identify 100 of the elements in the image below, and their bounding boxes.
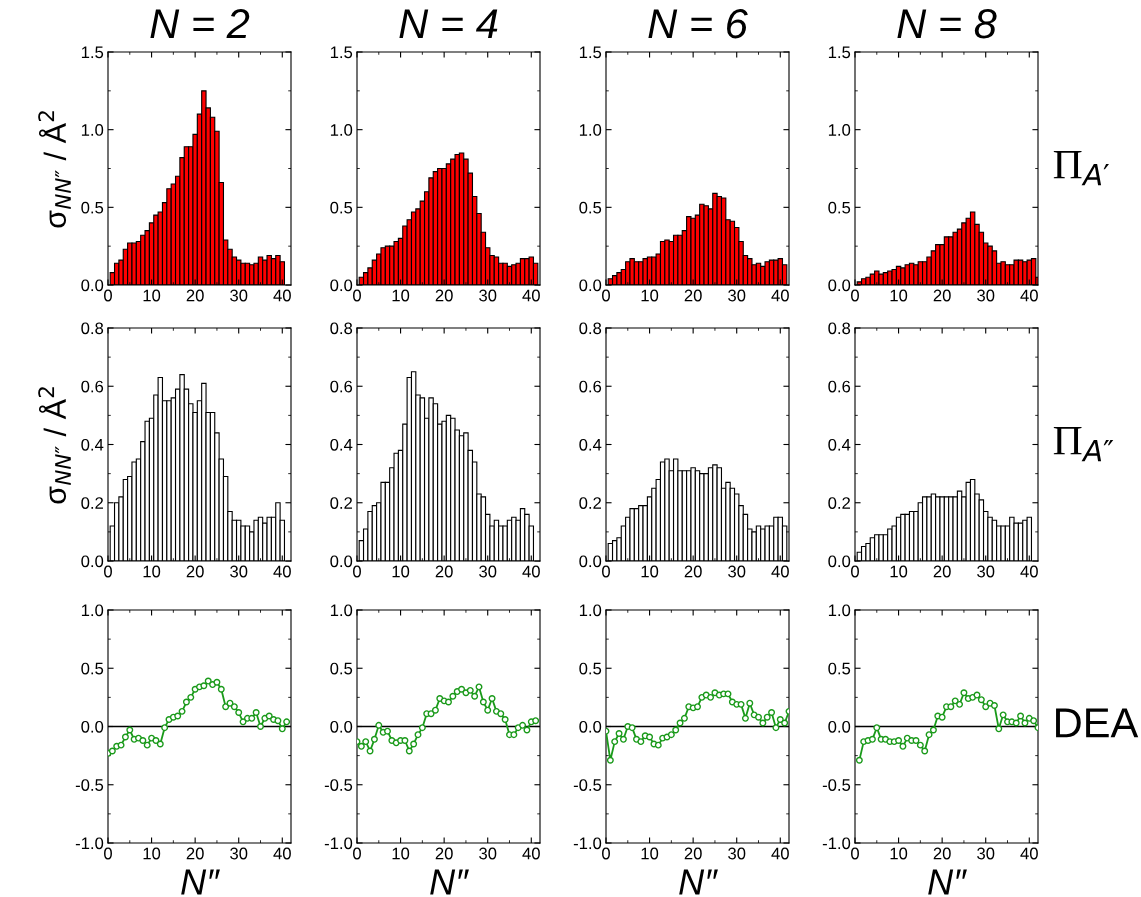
point: [357, 742, 365, 750]
y-tick-label: 0.4: [81, 438, 104, 451]
x-tick-label: 20: [186, 565, 204, 578]
point: [370, 735, 378, 743]
point: [707, 693, 715, 701]
x-tick-label: 30: [728, 565, 746, 578]
y-tick-label: 1.0: [330, 604, 353, 617]
y-tick-label: -1.0: [324, 837, 353, 850]
x-tick-label: 30: [977, 565, 995, 578]
point: [654, 741, 662, 749]
y-tick-label: 0.0: [330, 720, 353, 733]
point: [916, 741, 924, 749]
x-tick-label: 30: [728, 847, 746, 860]
point: [995, 725, 1003, 733]
point: [375, 721, 383, 729]
y-tick-label: 0.0: [828, 720, 851, 733]
point: [248, 714, 256, 722]
point: [217, 685, 225, 693]
y-tick-label: 1.5: [579, 46, 602, 59]
y-tick-label: 0.0: [579, 720, 602, 733]
point: [274, 717, 282, 725]
y-tick-label: -1.0: [573, 837, 602, 850]
point: [628, 724, 636, 732]
x-tick-label: 0: [602, 289, 610, 302]
x-tick-label: 30: [977, 847, 995, 860]
y-tick-label: 0.6: [579, 380, 602, 393]
point: [187, 693, 195, 701]
x-tick-label: 20: [684, 565, 702, 578]
y-tick-label: 0.5: [579, 662, 602, 675]
point: [226, 699, 234, 707]
y-tick-label: 0.8: [81, 322, 104, 335]
point: [362, 738, 370, 746]
point: [768, 709, 776, 716]
x-tick-label: 0: [353, 847, 361, 860]
point: [401, 737, 409, 744]
chart-title: N = 6: [648, 9, 748, 39]
point: [724, 690, 732, 698]
point: [445, 698, 452, 706]
y-tick-label: 0.4: [828, 438, 851, 451]
x-tick-label: 40: [771, 847, 789, 860]
y-tick-label: -0.5: [75, 779, 104, 791]
x-axis-title: N″: [181, 869, 220, 895]
y-tick-label: -0.5: [822, 779, 851, 791]
point: [182, 698, 190, 706]
x-tick-label: 10: [890, 289, 908, 302]
y-tick-label: 1.0: [828, 124, 851, 136]
y-tick-label: 0.5: [81, 201, 104, 214]
point: [929, 726, 937, 734]
point: [759, 719, 767, 727]
point: [366, 747, 374, 755]
x-tick-label: 0: [104, 847, 112, 860]
x-tick-label: 40: [273, 289, 291, 302]
x-tick-label: 20: [186, 289, 204, 302]
x-tick-label: 0: [851, 565, 859, 578]
text: Π$_{A″}$: [1053, 427, 1114, 462]
point: [694, 703, 701, 711]
point: [680, 714, 688, 722]
x-tick-label: 10: [641, 289, 659, 302]
x-tick-label: 20: [435, 565, 453, 578]
x-tick-label: 0: [851, 847, 859, 860]
point: [471, 692, 479, 700]
y-tick-label: -1.0: [822, 837, 851, 850]
y-axis-title: σ$_{NN″}$ / Å$^{2}$: [38, 387, 71, 504]
point: [611, 738, 619, 746]
point: [414, 731, 422, 739]
x-tick-label: 0: [353, 565, 361, 578]
point: [497, 710, 505, 718]
y-tick-label: 0.5: [330, 201, 353, 214]
point: [873, 724, 881, 732]
y-tick-label: 0.0: [81, 720, 104, 733]
point: [619, 735, 627, 743]
chart-title: N = 8: [897, 9, 997, 39]
point: [1017, 712, 1025, 720]
x-axis-title: N″: [430, 869, 469, 895]
x-tick-label: 30: [230, 289, 248, 302]
point: [479, 698, 487, 706]
x-tick-label: 20: [933, 565, 951, 578]
point: [510, 731, 518, 739]
point: [418, 724, 426, 732]
point: [637, 738, 645, 746]
point: [925, 731, 933, 739]
y-tick-label: 1.5: [81, 46, 104, 59]
point: [977, 696, 985, 704]
point: [222, 703, 230, 711]
point: [405, 747, 413, 755]
x-axis-title: N″: [679, 869, 718, 895]
point: [121, 733, 129, 741]
y-tick-label: 0.2: [828, 497, 850, 509]
x-tick-label: 30: [977, 289, 995, 302]
y-tick-label: 0.4: [579, 438, 602, 451]
x-tick-label: 40: [273, 847, 291, 860]
x-tick-label: 0: [353, 289, 361, 302]
x-tick-label: 0: [602, 847, 610, 860]
point: [213, 678, 221, 686]
point: [143, 741, 151, 749]
y-tick-label: 0.0: [828, 555, 851, 568]
y-tick-label: 0.0: [330, 279, 353, 292]
point: [776, 716, 784, 723]
x-tick-label: 20: [684, 289, 702, 302]
y-tick-label: 0.5: [828, 201, 851, 214]
